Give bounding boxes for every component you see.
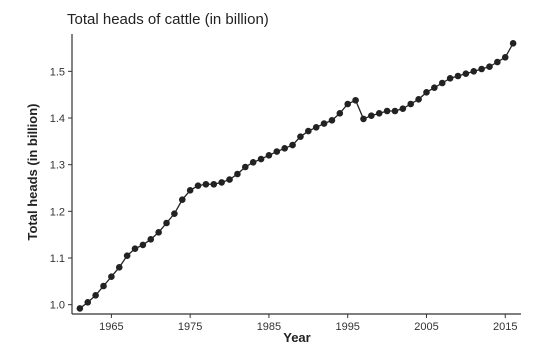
data-point [289, 141, 296, 149]
data-point [486, 63, 493, 70]
data-point [509, 40, 517, 47]
data-point [226, 176, 233, 183]
data-point [281, 145, 288, 152]
data-point [352, 96, 359, 104]
data-point [438, 79, 446, 87]
data-point [139, 241, 147, 249]
data-point [399, 105, 407, 112]
data-point [265, 152, 273, 159]
data-point [163, 219, 170, 227]
data-point [375, 110, 383, 117]
data-point [470, 68, 478, 75]
y-axis-title: Total heads (in billion) [25, 104, 40, 241]
data-point [155, 229, 162, 236]
x-tick-label: 1995 [335, 321, 359, 333]
data-point [431, 84, 438, 91]
data-point [194, 182, 202, 189]
data-point [391, 107, 399, 115]
y-tick-label: 1.1 [50, 253, 65, 265]
data-point [218, 179, 225, 186]
x-tick-label: 1965 [99, 321, 123, 333]
data-point [147, 236, 155, 243]
data-point [178, 196, 186, 203]
x-tick-label: 2005 [414, 321, 438, 333]
data-point [92, 292, 99, 299]
data-point [108, 273, 115, 280]
series-line [79, 43, 514, 309]
data-point [462, 70, 470, 77]
data-point [501, 54, 509, 61]
data-point [328, 117, 336, 124]
data-point [202, 180, 210, 188]
data-point [305, 127, 312, 135]
y-tick-label: 1.0 [50, 300, 65, 312]
data-point [415, 96, 422, 103]
x-tick-label: 2015 [493, 321, 517, 333]
data-point [312, 124, 320, 131]
data-point [368, 112, 375, 119]
data-point [383, 107, 391, 115]
data-point [478, 65, 485, 73]
data-point [360, 115, 367, 123]
data-point [76, 305, 84, 312]
data-point [336, 110, 344, 117]
chart-title: Total heads of cattle (in billion) [67, 11, 269, 28]
data-point [297, 133, 304, 140]
series-points [76, 40, 517, 312]
data-point [234, 170, 241, 178]
data-point [446, 75, 454, 82]
data-point [273, 148, 281, 155]
y-tick-label: 1.2 [50, 206, 65, 218]
data-point [454, 72, 462, 80]
data-point [210, 180, 218, 188]
data-point [320, 120, 328, 127]
y-tick-label: 1.4 [50, 113, 65, 125]
data-point [171, 210, 178, 217]
data-point [494, 58, 501, 66]
x-axis-ticks: 1965 1975 1985 1995 2005 2015 [99, 314, 517, 333]
data-point [257, 155, 265, 163]
x-tick-label: 1985 [257, 321, 281, 333]
data-point [115, 264, 123, 271]
x-axis-title: Year [283, 330, 310, 345]
data-point [407, 100, 415, 108]
data-point [131, 245, 139, 252]
data-point [84, 299, 92, 306]
data-point [100, 282, 107, 290]
y-axis-ticks: 1.0 1.1 1.2 1.3 1.4 1.5 [50, 66, 72, 312]
x-tick-label: 1975 [178, 321, 202, 333]
data-point [186, 187, 194, 194]
data-point [423, 89, 430, 96]
y-tick-label: 1.5 [50, 66, 65, 78]
data-point [344, 100, 352, 108]
data-point [242, 163, 249, 171]
y-tick-label: 1.3 [50, 160, 65, 172]
data-point [123, 252, 131, 259]
data-point [249, 159, 257, 166]
